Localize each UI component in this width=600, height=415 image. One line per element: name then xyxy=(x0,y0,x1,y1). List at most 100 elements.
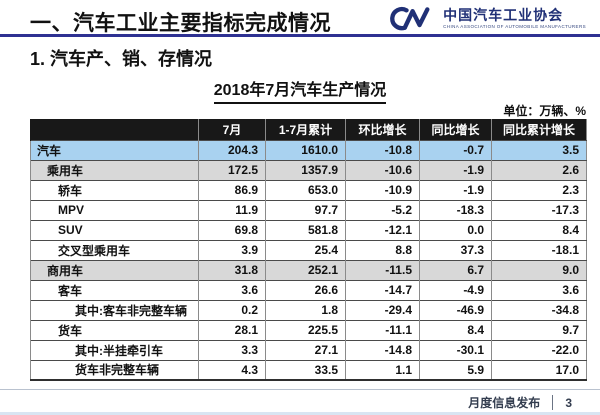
row-label: 轿车 xyxy=(30,179,199,200)
column-header: 1-7月累计 xyxy=(265,119,346,140)
value-cell: 252.1 xyxy=(265,259,346,280)
logo-org-name-en: CHINA ASSOCIATION OF AUTOMOBILE MANUFACT… xyxy=(443,23,586,29)
value-cell: 2.3 xyxy=(491,179,587,200)
value-cell: 28.1 xyxy=(198,319,266,340)
section-title: 1. 汽车产、销、存情况 xyxy=(30,49,213,69)
table-row: 客车 3.6 26.6 -14.7 -4.9 3.6 xyxy=(30,279,587,300)
value-cell: -30.1 xyxy=(419,339,492,360)
value-cell: 1610.0 xyxy=(265,139,346,160)
value-cell: -14.8 xyxy=(345,339,420,360)
value-cell: -10.9 xyxy=(345,179,420,200)
footer-divider-line xyxy=(0,389,600,390)
row-label: 客车 xyxy=(30,279,199,300)
title-divider-line xyxy=(0,34,600,37)
value-cell: 0.0 xyxy=(419,219,492,240)
column-header: 环比增长 xyxy=(345,119,420,140)
row-label: 乘用车 xyxy=(30,159,199,180)
value-cell: -17.3 xyxy=(491,199,587,220)
table-row: 汽车 204.3 1610.0 -10.8 -0.7 3.5 xyxy=(30,139,587,160)
value-cell: 581.8 xyxy=(265,219,346,240)
value-cell: 17.0 xyxy=(491,359,587,380)
value-cell: -46.9 xyxy=(419,299,492,320)
caam-logo-icon xyxy=(390,6,430,31)
table-row: 其中:半挂牵引车 3.3 27.1 -14.8 -30.1 -22.0 xyxy=(30,339,587,360)
value-cell: -5.2 xyxy=(345,199,420,220)
table-row: SUV 69.8 581.8 -12.1 0.0 8.4 xyxy=(30,219,587,240)
table-header-row: 7月 1-7月累计 环比增长 同比增长 同比累计增长 xyxy=(30,119,587,140)
value-cell: 1357.9 xyxy=(265,159,346,180)
table-row: MPV 11.9 97.7 -5.2 -18.3 -17.3 xyxy=(30,199,587,220)
footer: 月度信息发布 3 xyxy=(468,394,572,411)
value-cell: 3.6 xyxy=(491,279,587,300)
value-cell: 225.5 xyxy=(265,319,346,340)
value-cell: 33.5 xyxy=(265,359,346,380)
value-cell: 86.9 xyxy=(198,179,266,200)
value-cell: 0.2 xyxy=(198,299,266,320)
footer-separator xyxy=(552,395,554,410)
row-label: 其中:半挂牵引车 xyxy=(30,339,199,360)
value-cell: 25.4 xyxy=(265,239,346,260)
value-cell: 172.5 xyxy=(198,159,266,180)
slide-title: 一、汽车工业主要指标完成情况 xyxy=(30,12,331,35)
value-cell: 27.1 xyxy=(265,339,346,360)
value-cell: 5.9 xyxy=(419,359,492,380)
value-cell: 3.6 xyxy=(198,279,266,300)
value-cell: -1.9 xyxy=(419,159,492,180)
column-header: 同比增长 xyxy=(419,119,492,140)
value-cell: -18.1 xyxy=(491,239,587,260)
table-row: 乘用车 172.5 1357.9 -10.6 -1.9 2.6 xyxy=(30,159,587,180)
value-cell: 11.9 xyxy=(198,199,266,220)
value-cell: 1.1 xyxy=(345,359,420,380)
column-header: 7月 xyxy=(198,119,266,140)
value-cell: -1.9 xyxy=(419,179,492,200)
production-table-body: 汽车 204.3 1610.0 -10.8 -0.7 3.5 乘用车 172.5 1357.9-… xyxy=(30,139,587,380)
value-cell: -29.4 xyxy=(345,299,420,320)
value-cell: -10.6 xyxy=(345,159,420,180)
value-cell: 204.3 xyxy=(198,139,266,160)
value-cell: -34.8 xyxy=(491,299,587,320)
row-label: MPV xyxy=(30,199,199,220)
table-title: 2018年7月汽车生产情况 xyxy=(213,76,387,104)
value-cell: 26.6 xyxy=(265,279,346,300)
value-cell: 1.8 xyxy=(265,299,346,320)
column-header: 同比累计增长 xyxy=(491,119,587,140)
value-cell: -4.9 xyxy=(419,279,492,300)
caam-logo: 中国汽车工业协会 CHINA ASSOCIATION OF AUTOMOBILE… xyxy=(383,6,586,32)
row-label: 汽车 xyxy=(30,139,199,160)
column-header xyxy=(30,119,199,140)
table-row: 商用车 31.8 252.1 -11.5 6.7 9.0 xyxy=(30,259,587,280)
value-cell: 8.4 xyxy=(491,219,587,240)
value-cell: 653.0 xyxy=(265,179,346,200)
value-cell: 37.3 xyxy=(419,239,492,260)
value-cell: 69.8 xyxy=(198,219,266,240)
value-cell: 4.3 xyxy=(198,359,266,380)
row-label: 货车 xyxy=(30,319,199,340)
page-number: 3 xyxy=(565,395,572,410)
value-cell: 9.0 xyxy=(491,259,587,280)
bottom-edge-strip xyxy=(0,412,600,415)
value-cell: 97.7 xyxy=(265,199,346,220)
row-label: 其中:客车非完整车辆 xyxy=(30,299,199,320)
value-cell: -12.1 xyxy=(345,219,420,240)
value-cell: 3.3 xyxy=(198,339,266,360)
value-cell: -22.0 xyxy=(491,339,587,360)
value-cell: -18.3 xyxy=(419,199,492,220)
value-cell: 3.9 xyxy=(198,239,266,260)
table-row: 货车非完整车辆 4.3 33.5 1.1 5.9 17.0 xyxy=(30,359,587,380)
unit-label: 单位：万辆、% xyxy=(503,104,586,118)
value-cell: 8.8 xyxy=(345,239,420,260)
logo-org-name-cn: 中国汽车工业协会 xyxy=(443,7,564,24)
table-row: 货车 28.1 225.5 -11.1 8.4 9.7 xyxy=(30,319,587,340)
row-label: 交叉型乘用车 xyxy=(30,239,199,260)
row-label: 货车非完整车辆 xyxy=(30,359,199,380)
value-cell: -11.5 xyxy=(345,259,420,280)
production-table: 7月 1-7月累计 环比增长 同比增长 同比累计增长 汽车 204.3 1610.0 -10.… xyxy=(30,119,587,381)
value-cell: 2.6 xyxy=(491,159,587,180)
value-cell: 3.5 xyxy=(491,139,587,160)
row-label: 商用车 xyxy=(30,259,199,280)
value-cell: -10.8 xyxy=(345,139,420,160)
value-cell: -0.7 xyxy=(419,139,492,160)
row-label: SUV xyxy=(30,219,199,240)
value-cell: -11.1 xyxy=(345,319,420,340)
value-cell: 31.8 xyxy=(198,259,266,280)
